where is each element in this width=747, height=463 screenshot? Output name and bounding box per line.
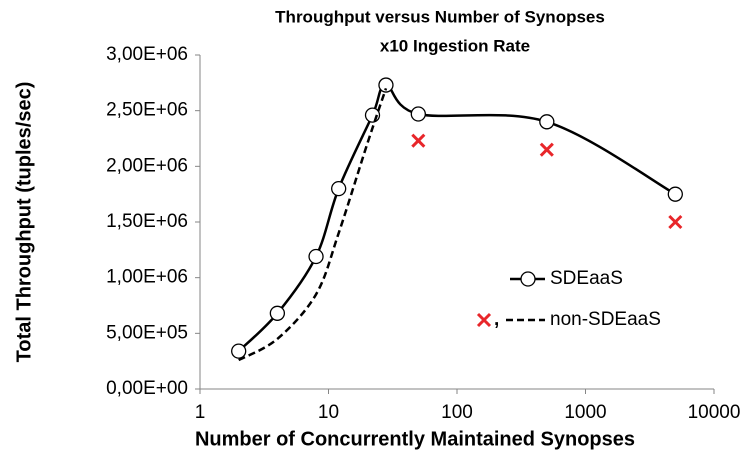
legend-marker: [476, 312, 492, 328]
x-tick-label: 10000: [688, 402, 741, 423]
legend-label: non-SDEaaS: [550, 309, 661, 330]
data-point: [411, 133, 426, 148]
x-tick-label: 100: [441, 402, 473, 423]
data-point: [410, 106, 426, 122]
data-point: [539, 114, 555, 130]
data-point: [667, 186, 683, 202]
data-point: [668, 214, 683, 230]
data-point: [378, 77, 394, 93]
data-point: [269, 305, 286, 321]
chart-title: Throughput versus Number of Synopses: [275, 7, 605, 26]
legend-label: SDEaaS: [550, 268, 623, 289]
legend-separator: ,: [494, 309, 499, 330]
x-tick-label: 10: [318, 402, 339, 423]
data-point: [308, 248, 324, 265]
y-tick-label: 3,00E+06: [106, 44, 188, 65]
x-tick-label: 1000: [564, 402, 606, 423]
y-tick-label: 0,00E+00: [106, 378, 188, 399]
series-line: [238, 88, 388, 362]
y-tick-label: 5,00E+05: [106, 322, 188, 343]
x-tick-label: 1: [195, 402, 206, 423]
y-tick-label: 2,00E+06: [106, 155, 188, 176]
legend-marker: [520, 271, 536, 287]
y-tick-label: 1,50E+06: [106, 211, 188, 232]
chart-subtitle: x10 Ingestion Rate: [380, 36, 530, 55]
y-tick-label: 1,00E+06: [106, 267, 188, 288]
y-tick-label: 2,50E+06: [106, 100, 188, 121]
data-point: [231, 343, 247, 359]
y-axis-label: Total Throughput (tuples/sec): [13, 82, 35, 363]
x-axis-label: Number of Concurrently Maintained Synops…: [195, 428, 635, 450]
data-point: [331, 180, 347, 197]
data-point: [539, 142, 554, 157]
